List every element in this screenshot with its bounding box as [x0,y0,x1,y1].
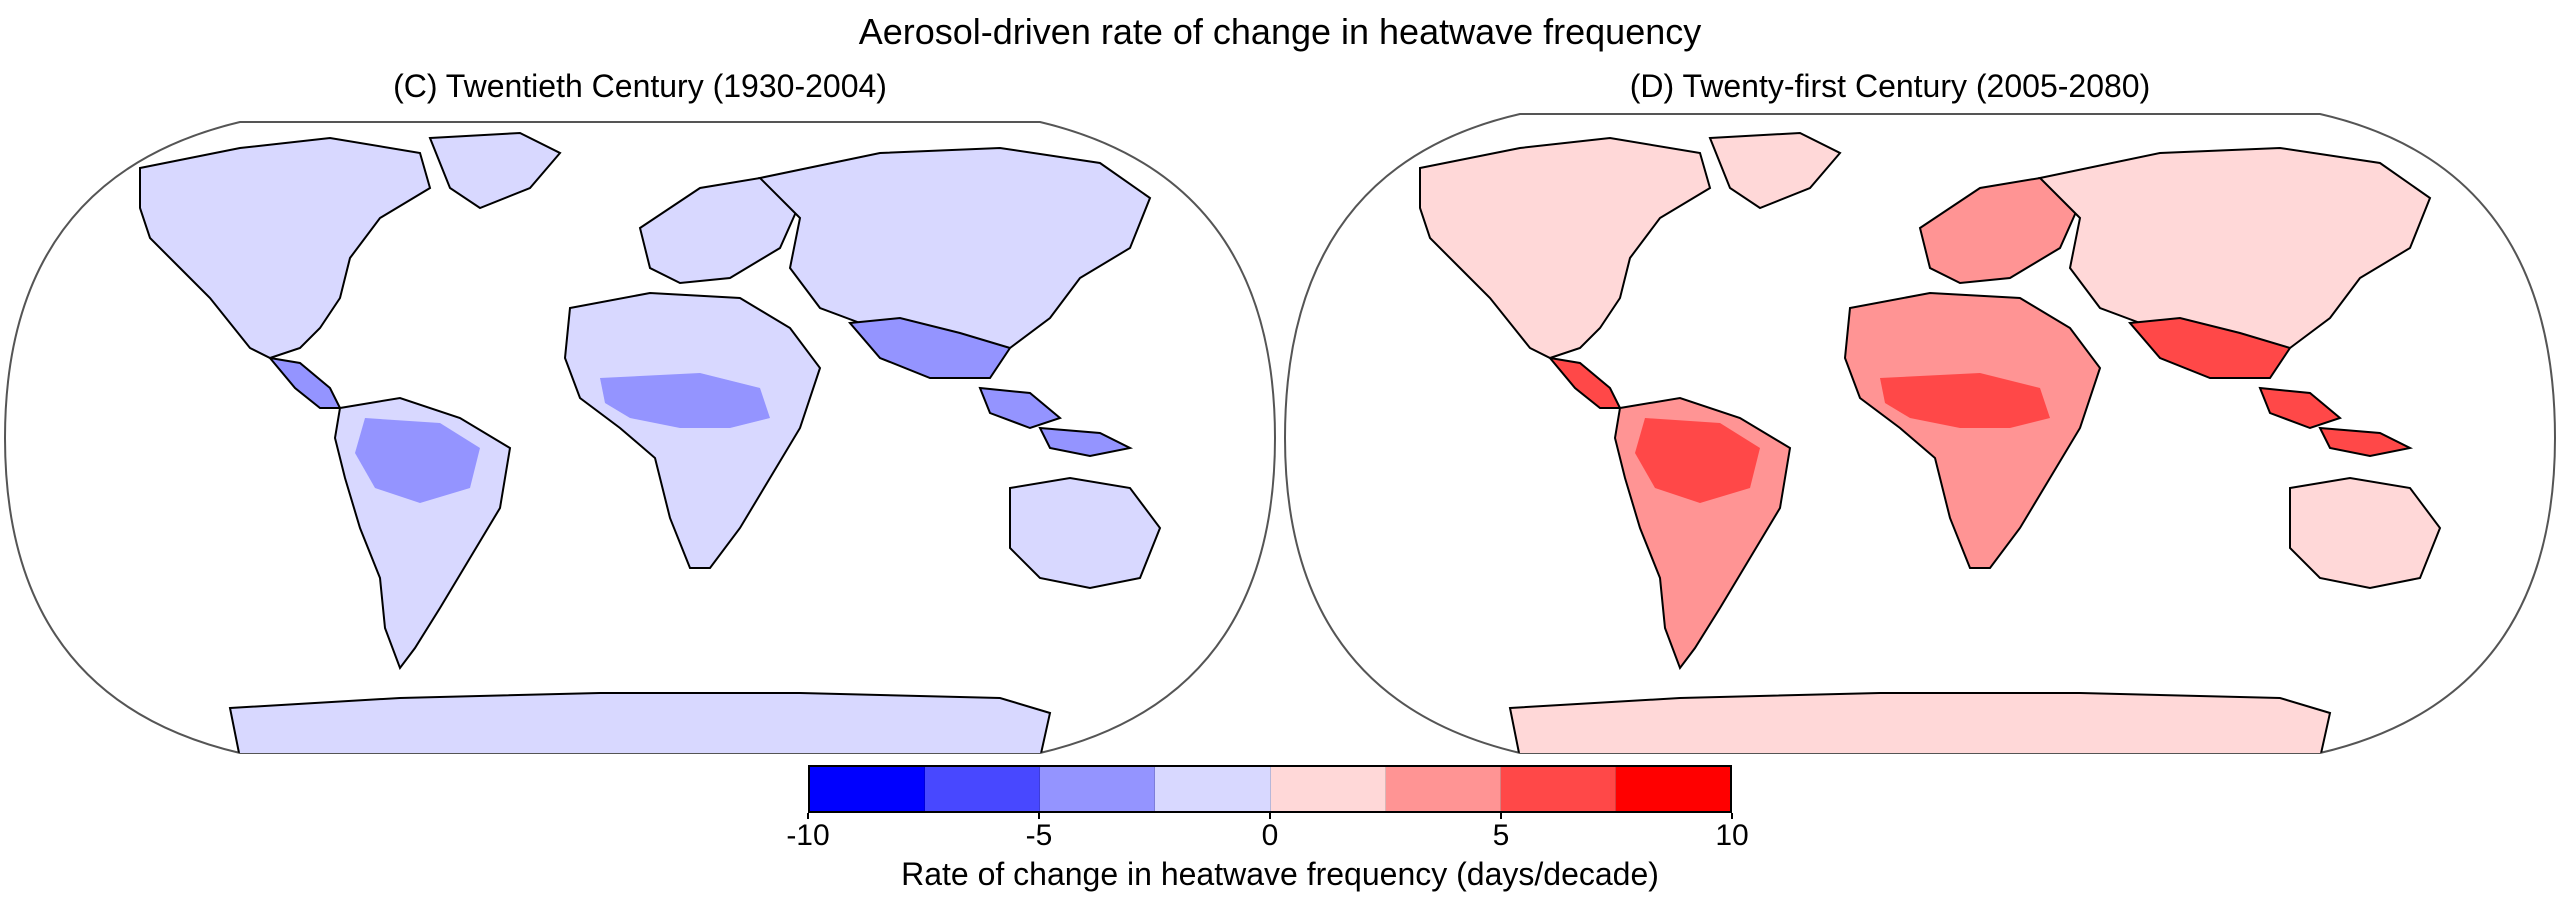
colorbar-tick-label: 10 [1715,819,1749,852]
indonesia [1038,426,1134,458]
colorbar-segment [1040,767,1156,811]
south-asia [2127,316,2292,379]
colorbar-segment [925,767,1041,811]
southeast-asia [978,386,1063,430]
antarctica [228,692,1052,753]
colorbar-tick [1269,813,1271,819]
antarctica [1508,692,2332,753]
south-asia [847,316,1012,379]
panel-d-title: (D) Twenty-first Century (2005-2080) [1629,68,2151,104]
colorbar-tick-label: 5 [1492,819,1510,852]
amazon-region [1635,418,1760,503]
colorbar-segment [1500,767,1616,811]
greenland [428,131,562,210]
amazon-region [355,418,480,503]
colorbar-tick-label: 0 [1261,819,1279,852]
europe [1918,176,2082,285]
colorbar-segment [1155,767,1271,811]
australia [1009,476,1162,590]
panel-c-map [3,121,1277,754]
indonesia [2318,426,2414,458]
colorbar-segment [1615,767,1730,811]
africa [563,291,822,569]
panel-c-title: (C) Twentieth Century (1930-2004) [393,68,887,104]
asia [757,146,1152,360]
north-america [139,136,432,360]
asia [2037,146,2432,360]
sahel-region [600,373,770,428]
north-america [1419,136,1712,360]
colorbar-tick-label: -5 [1025,819,1053,852]
colorbar-tick [1500,813,1502,819]
figure-title: Aerosol-driven rate of change in heatwav… [858,11,1702,52]
colorbar-label: Rate of change in heatwave frequency (da… [901,856,1659,892]
sahel-region [1880,373,2050,428]
southeast-asia [2258,386,2343,430]
colorbar [808,765,1732,813]
colorbar-tick [1038,813,1040,819]
colorbar-segment [1385,767,1501,811]
australia [2289,476,2442,590]
colorbar-tick-label: -10 [786,819,830,852]
africa [1843,291,2102,569]
colorbar-tick [1731,813,1733,819]
colorbar-segment [1270,767,1386,811]
colorbar-segment [810,767,926,811]
europe [638,176,802,285]
panel-d-map [1283,113,2557,754]
greenland [1708,131,1842,210]
colorbar-tick [807,813,809,819]
